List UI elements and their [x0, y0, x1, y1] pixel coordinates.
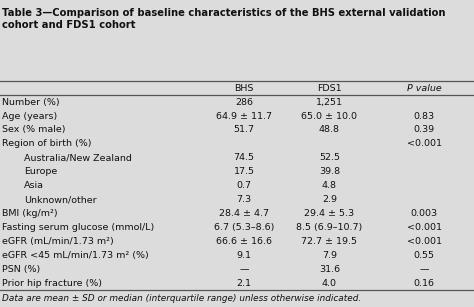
- Text: 1,251: 1,251: [316, 98, 343, 107]
- Text: Table 3—Comparison of baseline characteristics of the BHS external validation
co: Table 3—Comparison of baseline character…: [2, 8, 446, 30]
- Text: eGFR (mL/min/1.73 m²): eGFR (mL/min/1.73 m²): [2, 237, 114, 246]
- Text: Sex (% male): Sex (% male): [2, 126, 66, 134]
- Text: <0.001: <0.001: [407, 223, 442, 232]
- Text: 8.5 (6.9–10.7): 8.5 (6.9–10.7): [296, 223, 363, 232]
- Text: Number (%): Number (%): [2, 98, 60, 107]
- Text: 74.5: 74.5: [234, 153, 255, 162]
- Text: Fasting serum glucose (mmol/L): Fasting serum glucose (mmol/L): [2, 223, 155, 232]
- Text: P value: P value: [407, 84, 442, 93]
- Text: Australia/New Zealand: Australia/New Zealand: [24, 153, 132, 162]
- Text: 0.16: 0.16: [414, 279, 435, 288]
- Text: —: —: [419, 265, 429, 274]
- Text: 0.39: 0.39: [414, 126, 435, 134]
- Text: 4.8: 4.8: [322, 181, 337, 190]
- Text: 0.55: 0.55: [414, 251, 435, 260]
- Text: 39.8: 39.8: [319, 167, 340, 176]
- Text: 29.4 ± 5.3: 29.4 ± 5.3: [304, 209, 355, 218]
- Text: 66.6 ± 16.6: 66.6 ± 16.6: [216, 237, 272, 246]
- Text: 6.7 (5.3–8.6): 6.7 (5.3–8.6): [214, 223, 274, 232]
- Text: 4.0: 4.0: [322, 279, 337, 288]
- Text: 286: 286: [235, 98, 253, 107]
- Text: 64.9 ± 11.7: 64.9 ± 11.7: [216, 111, 272, 121]
- Text: Prior hip fracture (%): Prior hip fracture (%): [2, 279, 102, 288]
- Text: 2.1: 2.1: [237, 279, 252, 288]
- Text: eGFR <45 mL/min/1.73 m² (%): eGFR <45 mL/min/1.73 m² (%): [2, 251, 149, 260]
- Text: BMI (kg/m²): BMI (kg/m²): [2, 209, 58, 218]
- Text: PSN (%): PSN (%): [2, 265, 41, 274]
- Text: 2.9: 2.9: [322, 195, 337, 204]
- Text: 0.7: 0.7: [237, 181, 252, 190]
- Text: 51.7: 51.7: [234, 126, 255, 134]
- Text: FDS1: FDS1: [317, 84, 342, 93]
- Text: 7.9: 7.9: [322, 251, 337, 260]
- Text: Age (years): Age (years): [2, 111, 58, 121]
- Text: —: —: [239, 265, 249, 274]
- Text: 52.5: 52.5: [319, 153, 340, 162]
- Text: 7.3: 7.3: [237, 195, 252, 204]
- Text: 72.7 ± 19.5: 72.7 ± 19.5: [301, 237, 357, 246]
- Text: 17.5: 17.5: [234, 167, 255, 176]
- Text: 0.83: 0.83: [414, 111, 435, 121]
- Text: 31.6: 31.6: [319, 265, 340, 274]
- Text: <0.001: <0.001: [407, 139, 442, 148]
- Text: 0.003: 0.003: [410, 209, 438, 218]
- Text: Unknown/other: Unknown/other: [24, 195, 96, 204]
- Text: 9.1: 9.1: [237, 251, 252, 260]
- Text: 48.8: 48.8: [319, 126, 340, 134]
- Text: Data are mean ± SD or median (interquartile range) unless otherwise indicated.: Data are mean ± SD or median (interquart…: [2, 294, 362, 303]
- Text: <0.001: <0.001: [407, 237, 442, 246]
- Text: Europe: Europe: [24, 167, 57, 176]
- Text: Asia: Asia: [24, 181, 44, 190]
- Text: 28.4 ± 4.7: 28.4 ± 4.7: [219, 209, 269, 218]
- Text: BHS: BHS: [235, 84, 254, 93]
- Text: 65.0 ± 10.0: 65.0 ± 10.0: [301, 111, 357, 121]
- Text: Region of birth (%): Region of birth (%): [2, 139, 92, 148]
